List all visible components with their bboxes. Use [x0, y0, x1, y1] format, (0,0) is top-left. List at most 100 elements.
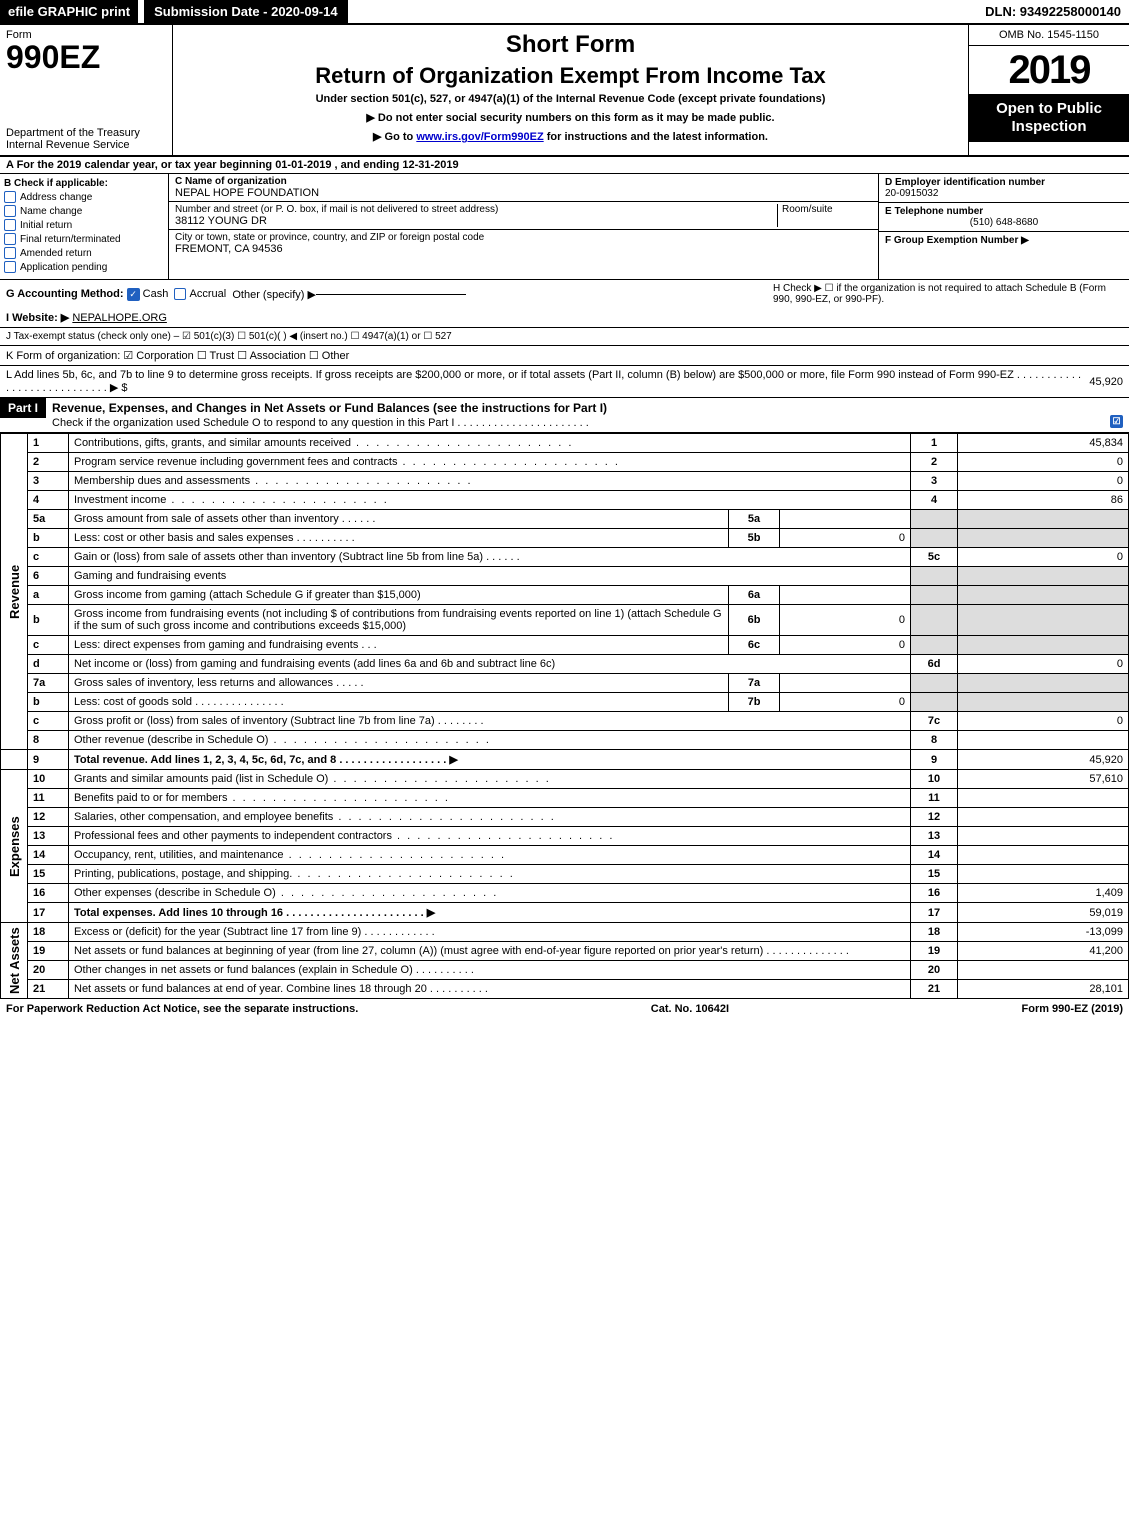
line-val: 45,920 [958, 750, 1129, 770]
netassets-side-label: Net Assets [1, 923, 28, 999]
check-label: Name change [20, 206, 82, 217]
d-value: 20-0915032 [885, 188, 1123, 199]
line-desc: Contributions, gifts, grants, and simila… [69, 434, 911, 453]
check-pending[interactable]: Application pending [4, 261, 164, 273]
warn2-pre: ▶ Go to [373, 131, 416, 143]
line-val: 41,200 [958, 942, 1129, 961]
department-label: Department of the Treasury Internal Reve… [6, 127, 166, 151]
sub-val [780, 674, 911, 693]
warn2-post: for instructions and the latest informat… [547, 131, 768, 143]
check-final-return[interactable]: Final return/terminated [4, 233, 164, 245]
line-desc: Occupancy, rent, utilities, and maintena… [74, 849, 284, 861]
entity-block: B Check if applicable: Address change Na… [0, 174, 1129, 280]
header-left: Form 990EZ Department of the Treasury In… [0, 25, 173, 155]
line-desc: Gross income from fundraising events (no… [74, 608, 722, 632]
check-amended[interactable]: Amended return [4, 247, 164, 259]
form-header: Form 990EZ Department of the Treasury In… [0, 25, 1129, 157]
g-other-input[interactable] [316, 294, 466, 295]
line-val: 45,834 [958, 434, 1129, 453]
header-center: Short Form Return of Organization Exempt… [173, 25, 968, 155]
line-val: 0 [958, 472, 1129, 491]
checkbox-checked-icon: ✓ [127, 288, 140, 301]
submission-date-label: Submission Date - 2020-09-14 [144, 0, 348, 23]
sub-val: 0 [780, 693, 911, 712]
checkbox-icon [4, 205, 16, 217]
open-to-public: Open to Public Inspection [969, 94, 1129, 142]
line-val: 59,019 [958, 903, 1129, 923]
box-c: C Name of organization NEPAL HOPE FOUNDA… [169, 174, 878, 279]
line-desc: Net assets or fund balances at beginning… [74, 945, 763, 957]
revenue-side-label: Revenue [1, 434, 28, 750]
sub-num: 6c [729, 636, 780, 655]
row-h: H Check ▶ ☐ if the organization is not r… [773, 283, 1123, 305]
sub-num: 7b [729, 693, 780, 712]
line-val: 1,409 [958, 884, 1129, 903]
e-value: (510) 648-8680 [885, 217, 1123, 228]
e-label: E Telephone number [885, 206, 1123, 217]
line-num: 1 [28, 434, 69, 453]
sub-num: 6b [729, 605, 780, 636]
warning-ssn: ▶ Do not enter social security numbers o… [183, 111, 958, 124]
part1-label: Part I [0, 398, 46, 418]
line-desc: Total expenses. Add lines 10 through 16 … [74, 907, 435, 919]
line-rnum: 1 [911, 434, 958, 453]
f-label: F Group Exemption Number ▶ [885, 235, 1029, 246]
omb-number: OMB No. 1545-1150 [969, 25, 1129, 46]
c-name-value: NEPAL HOPE FOUNDATION [175, 187, 872, 199]
check-address-change[interactable]: Address change [4, 191, 164, 203]
line-desc: Gaming and fundraising events [69, 567, 911, 586]
line-desc: Other revenue (describe in Schedule O) [74, 734, 268, 746]
c-addr-label: Number and street (or P. O. box, if mail… [175, 204, 777, 215]
row-l: L Add lines 5b, 6c, and 7b to line 9 to … [0, 366, 1129, 398]
line-val: 0 [958, 548, 1129, 567]
c-city-label: City or town, state or province, country… [175, 232, 872, 243]
checkbox-icon [4, 247, 16, 259]
line-val: 28,101 [958, 980, 1129, 999]
line-desc: Grants and similar amounts paid (list in… [74, 773, 328, 785]
check-label: Amended return [20, 248, 92, 259]
sub-val [780, 510, 911, 529]
c-addr-value: 38112 YOUNG DR [175, 215, 777, 227]
part1-title-text: Revenue, Expenses, and Changes in Net As… [52, 401, 607, 415]
line-desc: Investment income [74, 494, 166, 506]
line-desc: Salaries, other compensation, and employ… [74, 811, 333, 823]
line-desc: Other expenses (describe in Schedule O) [74, 887, 276, 899]
g-accrual: Accrual [190, 288, 227, 300]
box-e: E Telephone number (510) 648-8680 [879, 203, 1129, 232]
check-initial-return[interactable]: Initial return [4, 219, 164, 231]
line-desc: Program service revenue including govern… [74, 456, 397, 468]
sub-val [780, 586, 911, 605]
checkbox-icon [4, 191, 16, 203]
sub-val: 0 [780, 529, 911, 548]
check-label: Initial return [20, 220, 72, 231]
sub-num: 5b [729, 529, 780, 548]
line-val [958, 789, 1129, 808]
footer-mid: Cat. No. 10642I [651, 1003, 729, 1015]
box-b: B Check if applicable: Address change Na… [0, 174, 169, 279]
sub-val: 0 [780, 636, 911, 655]
page-footer: For Paperwork Reduction Act Notice, see … [0, 999, 1129, 1019]
i-website[interactable]: NEPALHOPE.ORG [72, 312, 167, 324]
line-desc: Gross income from gaming (attach Schedul… [74, 589, 421, 601]
line-desc: Total revenue. Add lines 1, 2, 3, 4, 5c,… [74, 754, 458, 766]
g-cash: Cash [143, 288, 169, 300]
footer-right: Form 990-EZ (2019) [1022, 1003, 1123, 1015]
header-right: OMB No. 1545-1150 2019 Open to Public In… [968, 25, 1129, 155]
irs-link[interactable]: www.irs.gov/Form990EZ [416, 131, 543, 143]
check-label: Application pending [20, 262, 107, 273]
line-desc: Net assets or fund balances at end of ye… [74, 983, 427, 995]
l-value: 45,920 [1089, 376, 1123, 388]
line-val [958, 961, 1129, 980]
efile-print-label[interactable]: efile GRAPHIC print [0, 0, 138, 23]
row-k: K Form of organization: ☑ Corporation ☐ … [0, 346, 1129, 366]
line-desc: Less: direct expenses from gaming and fu… [74, 639, 358, 651]
dept-line2: Internal Revenue Service [6, 139, 166, 151]
line-desc: Less: cost or other basis and sales expe… [74, 532, 294, 544]
line-desc: Gross sales of inventory, less returns a… [74, 677, 333, 689]
line-desc: Gain or (loss) from sale of assets other… [74, 551, 483, 563]
box-b-title: B Check if applicable: [4, 178, 164, 189]
d-label: D Employer identification number [885, 177, 1123, 188]
check-name-change[interactable]: Name change [4, 205, 164, 217]
line-val [958, 731, 1129, 750]
g-label: G Accounting Method: [6, 288, 124, 300]
